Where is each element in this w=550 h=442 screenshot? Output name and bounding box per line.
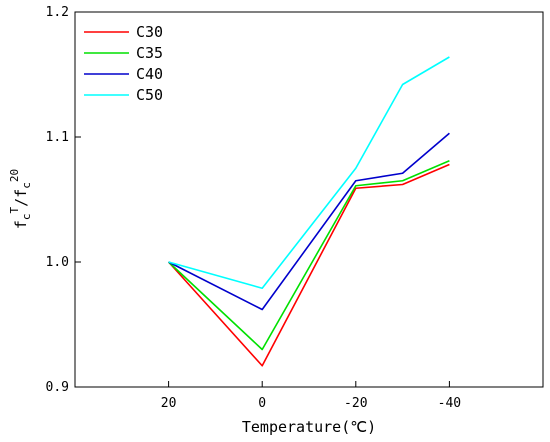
series-line-c30 [168,163,450,367]
series-line-c50 [168,56,450,290]
legend-label-c50: C50 [136,86,163,104]
legend-label-c30: C30 [136,23,163,41]
series-lines [168,56,450,367]
series-line-c35 [168,160,450,351]
x-axis-label: Temperature(℃) [242,418,376,436]
y-axis-ticks: 0.9 1.0 1.1 1.2 [46,5,81,395]
y-label-sub2: c [20,182,33,189]
series-line-c40 [168,132,450,311]
x-tick-label: 20 [161,396,177,411]
y-label-slash: /f [12,189,30,207]
y-axis-label: fcT/fc20 [8,169,33,229]
y-tick-label: 0.9 [46,380,69,395]
y-label-sub1: c [20,213,33,220]
x-tick-label: -40 [438,396,461,411]
y-tick-label: 1.1 [46,130,69,145]
x-tick-label: 0 [258,396,266,411]
y-label-base: f [12,220,30,229]
legend-label-c35: C35 [136,44,163,62]
legend-label-c40: C40 [136,65,163,83]
legend: C30 C35 C40 C50 [84,23,163,104]
y-label-sup1: T [8,206,21,213]
y-tick-label: 1.0 [46,255,69,270]
y-tick-label: 1.2 [46,5,69,20]
x-tick-label: -20 [344,396,367,411]
y-label-sup2: 20 [8,169,21,182]
plot-frame [74,11,544,388]
x-axis-ticks: 20 0 -20 -40 [161,381,461,411]
